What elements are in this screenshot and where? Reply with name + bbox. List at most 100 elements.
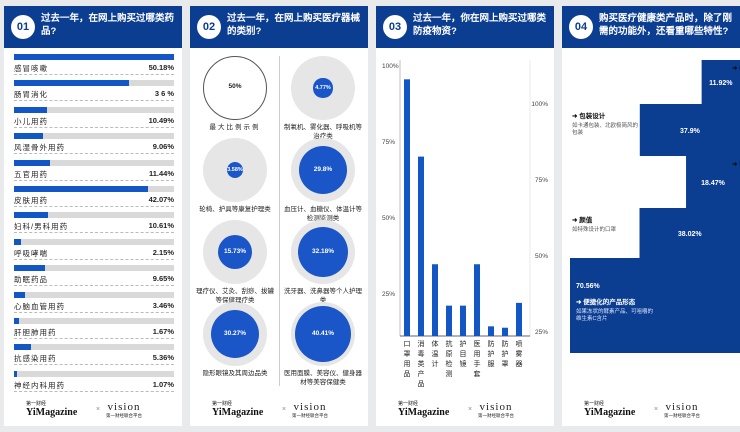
brand-yimagazine: 第一财经 YiMagazine (212, 402, 264, 418)
table-row: 皮肤用药 42.07% (14, 186, 174, 210)
panel-epidemic-supplies: 03 过去一年，你在网上购买过哪类防疫物资? 100% 100% 75% 75% 50%… (376, 6, 554, 426)
bubble-legend: 50% 最大比例示例 (195, 56, 275, 132)
column-divider (279, 56, 280, 386)
category-label: ➜ 颜值 (572, 215, 593, 224)
bar (701, 60, 740, 104)
y-tick-label-left: 50% (382, 215, 395, 222)
bubble-item: 32.18% 洗牙器、洗鼻器等个人护理类 (283, 220, 363, 305)
bar-category-label: 小儿用药 (14, 116, 48, 126)
table-row: 心脑血管用药 3.46% (14, 291, 174, 316)
bubble: 4.77% (313, 78, 333, 98)
x-tick-label: 防护罩 (502, 339, 509, 368)
bubble-outer: 30.27% (203, 302, 267, 366)
brand-separator: × (96, 406, 101, 413)
bubble-caption: 洗牙器、洗鼻器等个人护理类 (284, 288, 362, 304)
bar-value-label: 11.44% (148, 168, 174, 178)
panel-title: 过去一年，在网上购买过哪类药品? (41, 13, 175, 37)
bubble-caption: 隐形眼镜及其周边品类 (202, 370, 268, 377)
row-divider (14, 74, 174, 75)
footer-logo: 第一财经 YiMagazine × vision 第一财经联合平台 (190, 396, 368, 426)
category-label: ➜ 便捷化的产品形态 (576, 297, 636, 306)
bubble-item: 4.77% 制氧机、雾化器、呼吸机等治疗类 (283, 56, 363, 141)
bubble-outer: 32.18% (291, 220, 355, 284)
bar (14, 265, 45, 272)
legend-circle: 50% (203, 56, 267, 120)
table-row: 呼吸哮喘 2.15% (14, 238, 174, 263)
panel-title: 购买医疗健康类产品时，除了刚需的功能外，还看重哪些特性? (599, 13, 733, 37)
panel-header: 01 过去一年，在网上购买过哪类药品? (4, 6, 182, 48)
brand-vision: vision 第一财经联合平台 (478, 401, 514, 418)
panel-header: 03 过去一年，你在网上购买过哪类防疫物资? (376, 6, 554, 48)
bubble-caption: 理疗仪、艾灸、刮痧、拔罐等保健理疗类 (196, 288, 274, 304)
table-row: 五官用药 11.44% (14, 159, 174, 184)
row-divider (14, 258, 174, 260)
bar (14, 186, 149, 192)
brand-vision: vision 第一财经联合平台 (106, 401, 142, 418)
y-tick-label-left: 100% (382, 63, 399, 70)
bar (404, 79, 410, 336)
brand-yimagazine: 第一财经 YiMagazine (584, 402, 636, 418)
bubble-outer: 40.41% (291, 302, 355, 366)
panel-number: 04 (569, 15, 593, 39)
bubble: 30.27% (210, 309, 260, 359)
bar (14, 370, 18, 377)
panel-title: 过去一年，在网上购买医疗器械的类别? (227, 13, 361, 37)
category-note: 如特殊设计的口罩 (572, 225, 617, 233)
bar (432, 264, 438, 336)
bar-track (14, 159, 174, 166)
row-divider (14, 100, 174, 102)
x-tick-label: 喷雾器 (516, 339, 523, 368)
x-tick-label: 消毒类产品 (418, 339, 425, 388)
table-row: 抗感染用药 5.36% (14, 344, 174, 368)
bar-value-label: 1.67% (152, 327, 174, 336)
bar (14, 212, 48, 219)
y-tick-label-right: 25% (535, 329, 548, 336)
footer-logo: 第一财经 YiMagazine × vision 第一财经联合平台 (562, 396, 740, 426)
bar-value-label: 38.02% (678, 231, 703, 238)
brand-separator: × (282, 406, 287, 413)
table-row: 风湿骨外用药 9.06% (14, 133, 174, 157)
bar (686, 156, 740, 208)
bar-track (14, 212, 174, 219)
y-tick-label-right: 50% (535, 253, 548, 260)
panel-medicines: 01 过去一年，在网上购买过哪类药品? 感冒咳嗽 50.18% 肠胃消化 3 6 % 小… (4, 6, 182, 426)
y-tick-label-left: 25% (382, 291, 395, 298)
bar-category-label: 心脑血管用药 (14, 301, 65, 311)
bubble-caption: 医用面膜、美容仪、健身器材等美容保健类 (284, 370, 362, 386)
bubble: 29.8% (299, 146, 347, 194)
bar-value-label: 11.92% (709, 80, 733, 87)
bubble-outer: 15.73% (203, 220, 267, 284)
x-tick-label: 抗原检测 (446, 339, 453, 378)
bubble: 15.73% (217, 234, 253, 270)
bar (14, 344, 32, 351)
bar-value-label: 5.36% (152, 353, 174, 363)
bar-category-label: 助眠药品 (14, 275, 48, 285)
bubble-item: 29.8% 血压计、血糖仪、体温计等检测监测类 (283, 138, 363, 223)
table-row: 肝胆肺用药 1.67% (14, 318, 174, 342)
brand-vision: vision 第一财经联合平台 (664, 401, 700, 418)
category-note: 如果冻状的酵素产品、可咀嚼的维生素C含片 (576, 307, 654, 322)
bar-value-label: 18.47% (701, 180, 726, 187)
bar-track (14, 318, 174, 324)
panel-number: 02 (197, 15, 221, 39)
table-row: 妇科/男科用药 10.61% (14, 212, 174, 236)
row-divider (14, 311, 174, 313)
x-tick-label: 口罩用品 (404, 340, 411, 378)
bar-value-label: 1.07% (152, 379, 174, 389)
panel-features: 04 购买医疗健康类产品时，除了刚需的功能外，还看重哪些特性? 11.92% ➜ … (562, 6, 740, 426)
bar (418, 156, 424, 336)
bar (502, 327, 508, 336)
footer-logo: 第一财经 YiMagazine × vision 第一财经联合平台 (376, 396, 554, 426)
legend-caption: 最大比例示例 (209, 124, 261, 131)
bubble-caption: 制氧机、雾化器、呼吸机等治疗类 (284, 124, 362, 140)
panel-header: 04 购买医疗健康类产品时，除了刚需的功能外，还看重哪些特性? (562, 6, 740, 48)
bubble-outer: 29.8% (291, 138, 355, 202)
category-note: 如卡通包装、北欧极简风的包装 (572, 121, 639, 136)
bar-value-label: 50.18% (148, 63, 174, 72)
row-divider (14, 390, 174, 392)
bar-category-label: 神经内科用药 (14, 380, 65, 390)
legend-value-label: 50% (228, 83, 242, 90)
bubble-item: 40.41% 医用面膜、美容仪、健身器材等美容保健类 (283, 302, 363, 387)
bar-category-label: 妇科/男科用药 (14, 222, 69, 232)
